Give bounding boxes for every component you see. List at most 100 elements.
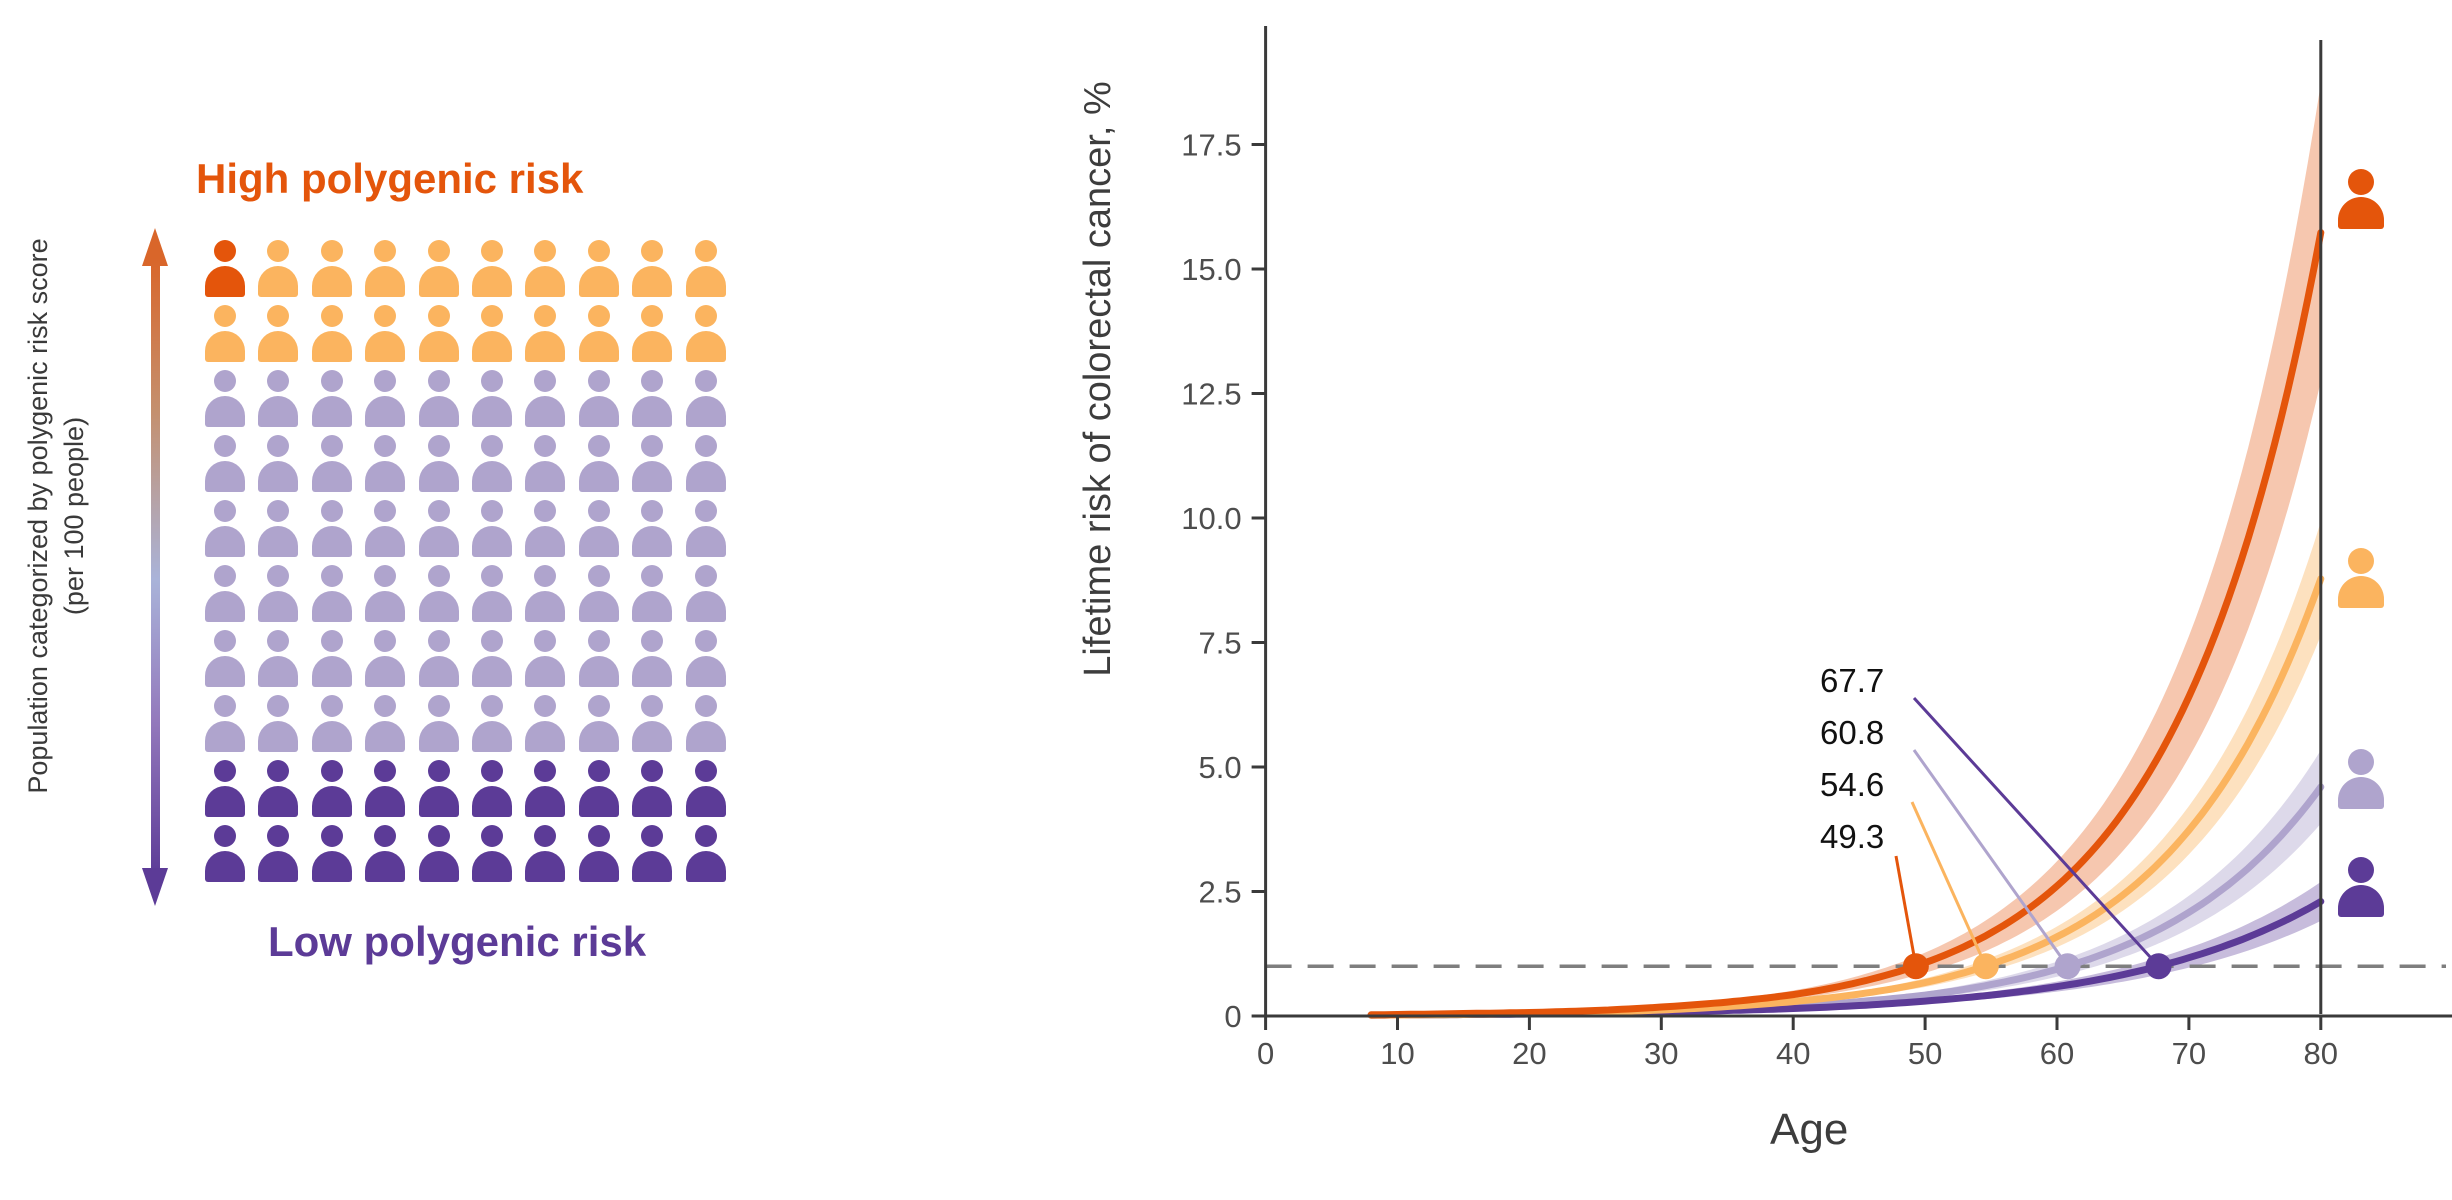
person-head-icon — [374, 695, 397, 717]
person-head-icon — [320, 435, 343, 457]
person-head-icon — [534, 695, 557, 717]
crossing-dot-dark-purple — [2145, 953, 2172, 980]
person-icon — [685, 630, 726, 687]
person-head-icon — [694, 565, 717, 587]
person-head-icon — [320, 500, 343, 522]
person-body-icon — [632, 851, 673, 882]
person-icon — [365, 370, 406, 427]
person-body-icon — [685, 656, 726, 687]
person-head-icon — [2348, 749, 2374, 776]
person-icon — [578, 435, 619, 492]
person-body-icon — [632, 591, 673, 622]
person-icon — [578, 825, 619, 882]
y-tick-label: 7.5 — [1198, 626, 1241, 661]
person-icon — [365, 825, 406, 882]
person-icon — [525, 760, 566, 817]
person-icon — [472, 695, 512, 752]
person-icon — [311, 565, 352, 622]
person-body-icon — [578, 331, 619, 362]
person-head-icon — [534, 240, 557, 262]
person-icon — [258, 435, 299, 492]
person-head-icon — [214, 695, 236, 717]
person-icon — [578, 695, 619, 752]
person-icon — [365, 500, 406, 557]
person-icon — [258, 760, 299, 817]
person-icon — [525, 825, 566, 882]
person-body-icon — [258, 851, 299, 882]
high-risk-title: High polygenic risk — [196, 155, 584, 202]
person-icon — [472, 500, 512, 557]
person-body-icon — [578, 851, 619, 882]
person-head-icon — [267, 630, 290, 652]
person-icon — [205, 565, 245, 622]
person-head-icon — [374, 630, 397, 652]
person-body-icon — [578, 266, 619, 297]
person-body-icon — [632, 786, 673, 817]
person-head-icon — [2348, 547, 2374, 574]
person-body-icon — [472, 786, 512, 817]
person-body-icon — [525, 851, 566, 882]
person-body-icon — [205, 461, 245, 492]
person-icon — [258, 500, 299, 557]
series-person-icon-light-purple — [2338, 749, 2384, 810]
person-icon — [685, 370, 726, 427]
annotation-leader-line-dark-orange — [1894, 855, 1918, 967]
person-icon — [205, 695, 245, 752]
person-body-icon — [685, 396, 726, 427]
person-icon — [418, 370, 459, 427]
person-body-icon — [685, 526, 726, 557]
person-head-icon — [694, 695, 717, 717]
person-head-icon — [2348, 856, 2374, 883]
person-head-icon — [214, 630, 236, 652]
person-head-icon — [694, 435, 717, 457]
person-icon — [685, 695, 726, 752]
person-head-icon — [481, 305, 503, 327]
person-icon — [258, 825, 299, 882]
risk-gradient-arrow-icon — [142, 228, 168, 906]
person-icon — [311, 825, 352, 882]
person-icon — [418, 305, 459, 362]
person-icon — [632, 240, 673, 297]
person-body-icon — [258, 331, 299, 362]
person-body-icon — [205, 656, 245, 687]
person-icon — [205, 760, 245, 817]
population-pictogram — [205, 240, 745, 890]
person-head-icon — [374, 435, 397, 457]
y-tick-label: 12.5 — [1181, 377, 1241, 412]
person-head-icon — [427, 565, 450, 587]
person-icon — [525, 695, 566, 752]
person-icon — [525, 565, 566, 622]
x-tick-label: 60 — [2040, 1036, 2074, 1071]
risk-curve-dark-orange — [1367, 229, 2325, 1019]
person-body-icon — [418, 461, 459, 492]
person-icon — [472, 305, 512, 362]
person-head-icon — [587, 695, 610, 717]
person-icon — [365, 305, 406, 362]
person-body-icon — [632, 526, 673, 557]
person-icon — [685, 500, 726, 557]
person-body-icon — [205, 266, 245, 297]
person-body-icon — [311, 786, 352, 817]
person-head-icon — [320, 630, 343, 652]
person-body-icon — [685, 851, 726, 882]
person-head-icon — [214, 305, 236, 327]
person-head-icon — [641, 565, 664, 587]
person-icon — [418, 240, 459, 297]
x-tick-label: 50 — [1908, 1036, 1942, 1071]
person-body-icon — [365, 396, 406, 427]
person-body-icon — [418, 266, 459, 297]
person-icon — [578, 305, 619, 362]
crossing-age-label-dark-purple: 67.7 — [1820, 662, 1885, 699]
person-icon — [365, 435, 406, 492]
person-icon — [525, 370, 566, 427]
person-head-icon — [374, 500, 397, 522]
person-head-icon — [267, 500, 290, 522]
person-body-icon — [258, 461, 299, 492]
person-head-icon — [427, 825, 450, 847]
person-icon — [632, 630, 673, 687]
person-body-icon — [311, 851, 352, 882]
arrow-gradient-shaft — [150, 258, 160, 876]
person-head-icon — [320, 305, 343, 327]
person-icon — [365, 760, 406, 817]
person-body-icon — [525, 396, 566, 427]
